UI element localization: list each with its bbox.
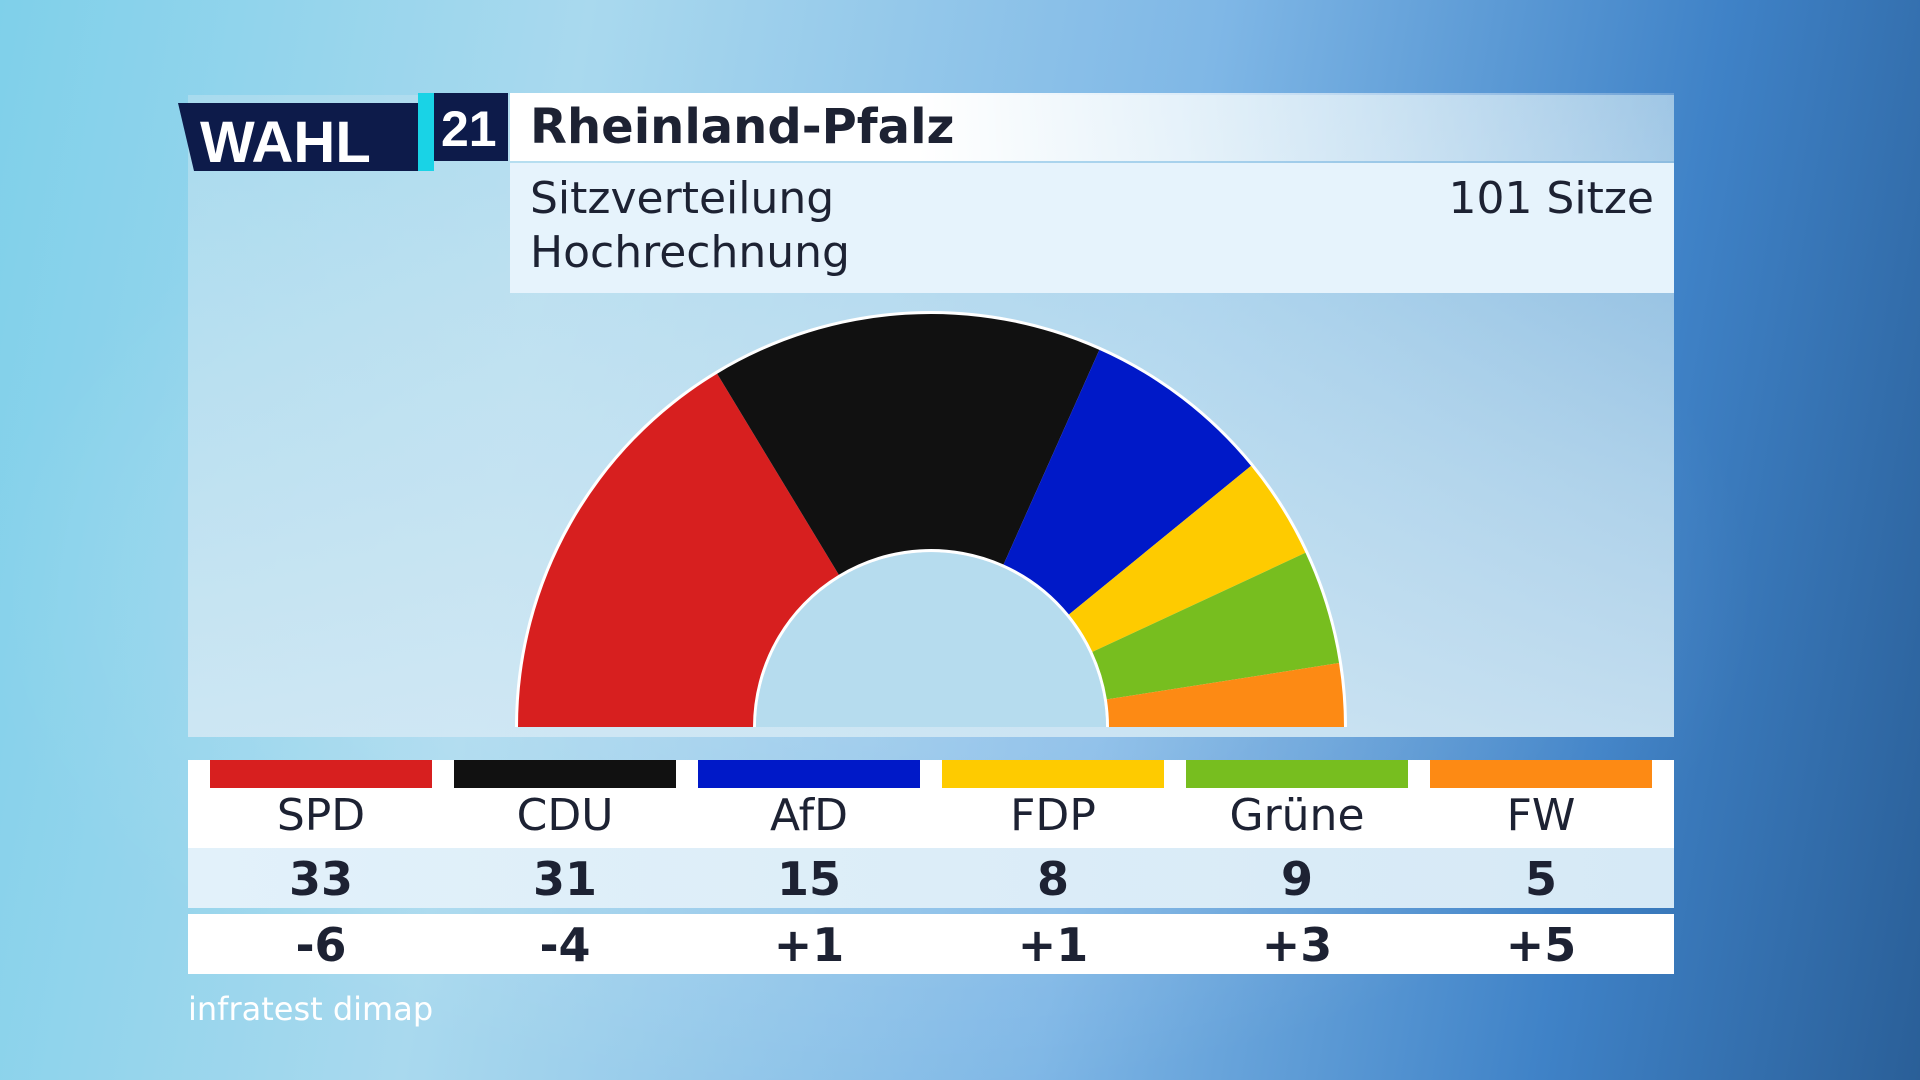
legend-swatch [1186,760,1408,788]
seat-cell: 15 [698,848,920,908]
seats-row [188,848,1674,908]
seat-count: 15 [776,852,841,906]
source-credit: infratest dimap [188,990,434,1028]
seat-count: 5 [1524,852,1557,906]
change-cell: -4 [454,914,676,974]
slice-fw [1106,663,1344,727]
party-name: AfD [770,790,848,841]
slice-grüne [1092,552,1340,700]
change-row [188,914,1674,974]
seat-cell: 33 [210,848,432,908]
legend-swatch [942,760,1164,788]
total-seats: 101 Sitze [1448,173,1654,224]
seat-count: 31 [532,852,597,906]
party-name: Grüne [1229,790,1365,841]
seat-change: -6 [295,918,347,972]
legend-swatch [454,760,676,788]
legend-swatch [1430,760,1652,788]
slice-spd [518,373,839,727]
subtitle-line1: Sitzverteilung [530,173,835,224]
slice-cdu [717,314,1100,575]
chart-hole [756,552,1106,727]
seat-count: 9 [1280,852,1313,906]
change-cell: -6 [210,914,432,974]
legend-item-grüne: Grüne [1186,760,1408,848]
party-name: SPD [276,790,366,841]
legend-swatch [210,760,432,788]
seat-cell: 5 [1430,848,1652,908]
change-cell: +3 [1186,914,1408,974]
logo-year: 21 [441,101,497,157]
party-legend: SPD 33 -6 CDU 31 -4 AfD 15 +1 FDP 8 +1 Grüne 9 +3 FW 5 +5 [188,760,1674,975]
title-bar: Rheinland-Pfalz [510,93,1674,161]
seat-change: +1 [1017,918,1089,972]
seat-cell: 9 [1186,848,1408,908]
party-name: FW [1506,790,1576,841]
subtitle-box: Sitzverteilung Hochrechnung 101 Sitze [510,163,1674,293]
seat-change: +3 [1261,918,1333,972]
legend-item-afd: AfD [698,760,920,848]
party-name-row [188,760,1674,848]
logo-text: WAHL [200,110,371,173]
change-cell: +1 [942,914,1164,974]
seat-change: -4 [539,918,591,972]
chart-title: Rheinland-Pfalz [530,99,955,155]
change-cell: +5 [1430,914,1652,974]
legend-item-fw: FW [1430,760,1652,848]
legend-item-fdp: FDP [942,760,1164,848]
slice-afd [1003,349,1252,615]
seat-change: +1 [773,918,845,972]
slice-fdp [1068,465,1306,652]
change-cell: +1 [698,914,920,974]
party-name: CDU [516,790,614,841]
seat-change: +5 [1505,918,1577,972]
legend-item-cdu: CDU [454,760,676,848]
legend-swatch [698,760,920,788]
seat-cell: 8 [942,848,1164,908]
seat-count: 8 [1036,852,1069,906]
seat-cell: 31 [454,848,676,908]
wahl-logo: WAHL 21 [178,93,508,173]
seat-count: 33 [288,852,353,906]
legend-item-spd: SPD [210,760,432,848]
subtitle-line2: Hochrechnung [530,227,850,278]
party-name: FDP [1010,790,1096,841]
